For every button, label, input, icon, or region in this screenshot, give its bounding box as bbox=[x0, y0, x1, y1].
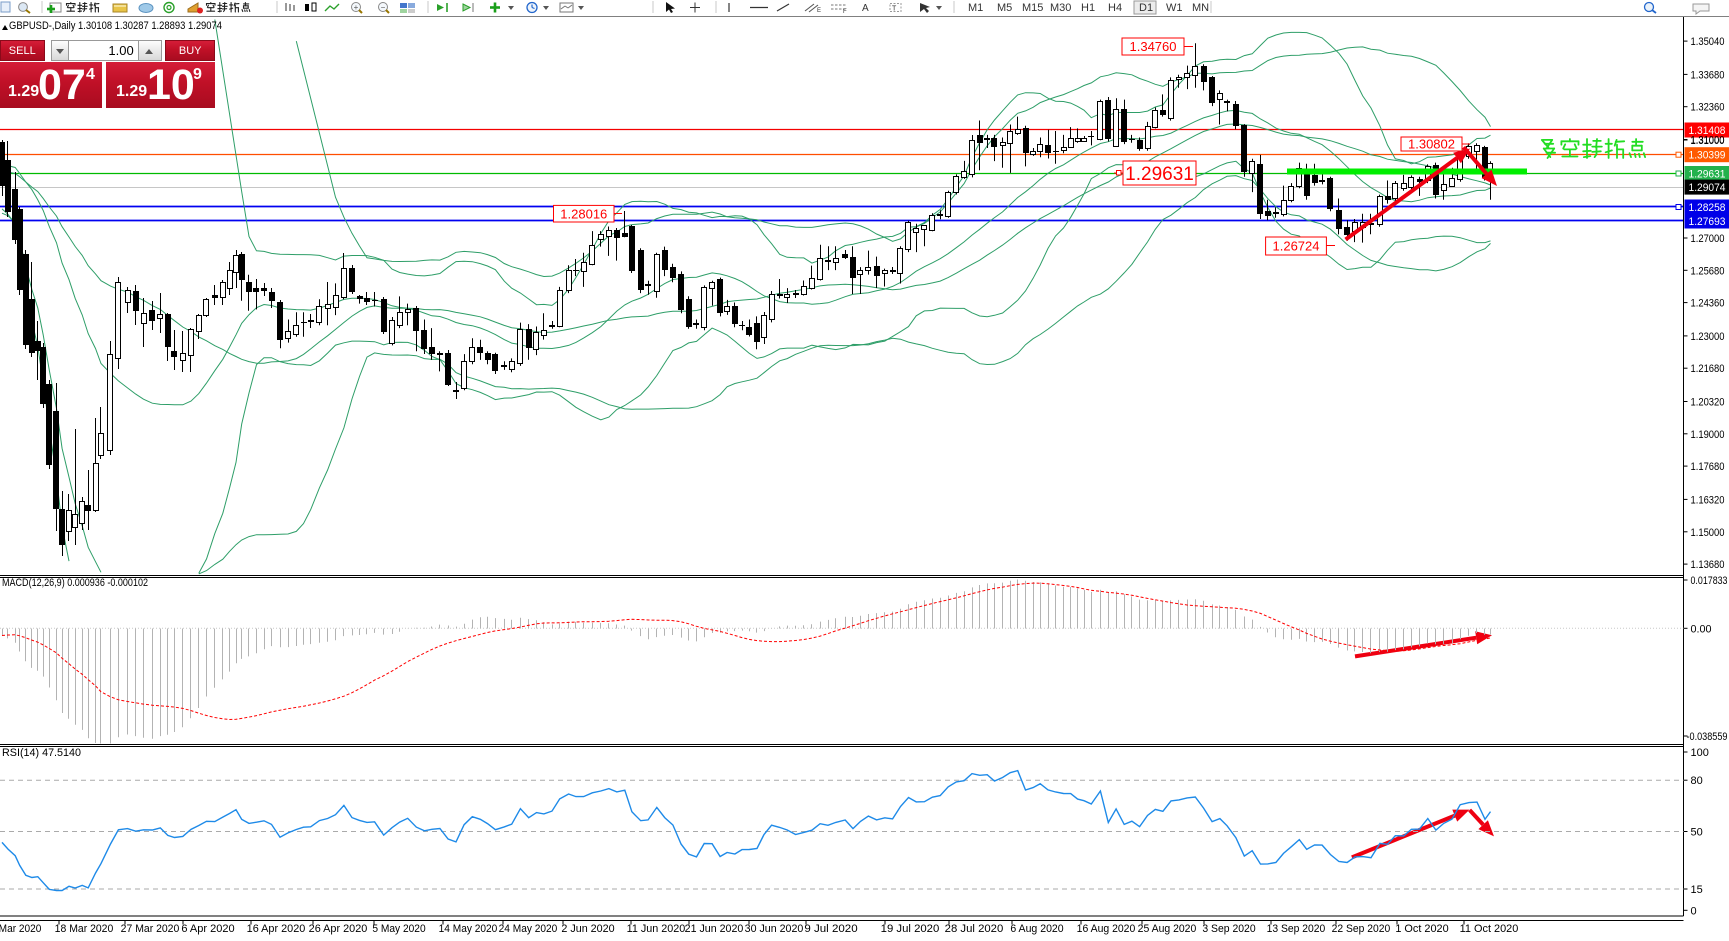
svg-text:MN: MN bbox=[1192, 2, 1209, 14]
svg-text:+: + bbox=[354, 3, 359, 12]
svg-text:M1: M1 bbox=[968, 2, 983, 14]
svg-text:H4: H4 bbox=[1108, 2, 1122, 14]
svg-text:−: − bbox=[381, 3, 386, 12]
svg-text:T: T bbox=[892, 6, 897, 13]
svg-text:M30: M30 bbox=[1050, 2, 1071, 14]
svg-text:A: A bbox=[862, 3, 869, 14]
svg-text:M5: M5 bbox=[997, 2, 1012, 14]
svg-text:D1: D1 bbox=[1139, 2, 1153, 14]
svg-text:F: F bbox=[843, 9, 847, 15]
svg-text:E: E bbox=[817, 8, 821, 14]
svg-text:H1: H1 bbox=[1081, 2, 1095, 14]
svg-text:M15: M15 bbox=[1022, 2, 1043, 14]
svg-text:W1: W1 bbox=[1166, 2, 1183, 14]
